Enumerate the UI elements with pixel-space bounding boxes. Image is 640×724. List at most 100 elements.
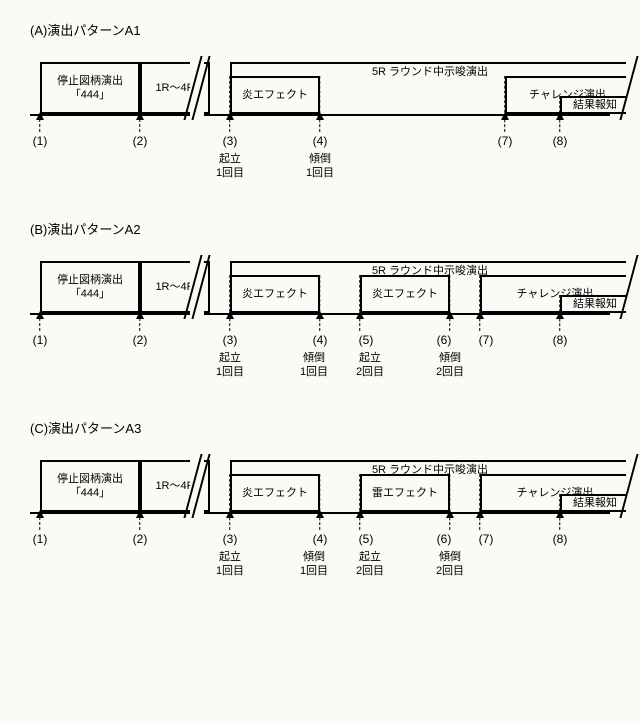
tick-arrow	[556, 311, 564, 319]
tick-arrow	[136, 112, 144, 120]
tick-dash	[229, 474, 230, 530]
tick-arrow	[226, 112, 234, 120]
tick-arrow	[446, 311, 454, 319]
tick-arrow	[36, 510, 44, 518]
tick-dash	[319, 474, 320, 530]
tick-sublabel: 起立2回目	[356, 351, 384, 380]
tick-number: (8)	[553, 532, 568, 546]
tick-number: (1)	[33, 532, 48, 546]
tick-dash	[359, 275, 360, 331]
labels-row: (1) (2) (3) 起立1回目 (4) 傾倒1回目 (5) 起立2回目 (6) 傾倒2回目 (7…	[30, 532, 610, 587]
round-header-box: 5R ラウンド中示唆演出	[230, 460, 630, 474]
tick-dash	[449, 474, 450, 530]
tick-arrow	[36, 112, 44, 120]
tick-dash	[479, 275, 480, 331]
tick-dash	[359, 474, 360, 530]
pattern: (A)演出パターンA1 5R ラウンド中示唆演出停止図柄演出「444」1R～4R炎…	[20, 20, 620, 189]
tick-dash	[229, 275, 230, 331]
labels-row: (1) (2) (3) 起立1回目 (4) 傾倒1回目 (5) 起立2回目 (6) 傾倒2回目 (7…	[30, 333, 610, 388]
axis-end-break	[626, 454, 634, 518]
axis-break	[190, 255, 204, 319]
timeline-box: 停止図柄演出「444」	[40, 62, 140, 114]
timeline-box: 結果報知	[560, 494, 630, 512]
tick-sublabel: 傾倒1回目	[300, 351, 328, 380]
round-header-box: 5R ラウンド中示唆演出	[230, 62, 630, 76]
pattern-title: (B)演出パターンA2	[30, 219, 620, 238]
tick-number: (8)	[553, 333, 568, 347]
tick-arrow	[136, 311, 144, 319]
timeline-box: 結果報知	[560, 96, 630, 114]
timeline: 5R ラウンド中示唆演出停止図柄演出「444」1R～4R炎エフェクトチャレンジ演…	[30, 44, 610, 134]
tick-dash	[319, 76, 320, 132]
tick-arrow	[136, 510, 144, 518]
tick-arrow	[556, 510, 564, 518]
tick-number: (4)	[313, 134, 328, 148]
tick-dash	[229, 76, 230, 132]
tick-dash	[319, 275, 320, 331]
tick-arrow	[316, 112, 324, 120]
pattern: (C)演出パターンA35R ラウンド中示唆演出停止図柄演出「444」1R～4R炎…	[20, 418, 620, 587]
tick-number: (6)	[437, 333, 452, 347]
pattern-title: (A)演出パターンA1	[30, 20, 620, 39]
tick-arrow	[356, 311, 364, 319]
timeline: 5R ラウンド中示唆演出停止図柄演出「444」1R～4R炎エフェクト雷エフェクト…	[30, 442, 610, 532]
tick-arrow	[316, 311, 324, 319]
tick-number: (4)	[313, 532, 328, 546]
axis-end-break	[626, 56, 634, 120]
axis-break	[190, 56, 204, 120]
tick-number: (3)	[223, 532, 238, 546]
timeline-box: 炎エフェクト	[230, 76, 320, 114]
tick-sublabel: 起立1回目	[216, 550, 244, 579]
tick-number: (2)	[133, 333, 148, 347]
tick-arrow	[476, 311, 484, 319]
timeline-box: 雷エフェクト	[360, 474, 450, 512]
tick-sublabel: 起立2回目	[356, 550, 384, 579]
tick-sublabel: 起立1回目	[216, 351, 244, 380]
tick-sublabel: 傾倒2回目	[436, 351, 464, 380]
tick-number: (7)	[479, 333, 494, 347]
tick-sublabel: 起立1回目	[216, 152, 244, 181]
tick-arrow	[316, 510, 324, 518]
tick-sublabel: 傾倒1回目	[306, 152, 334, 181]
tick-arrow	[356, 510, 364, 518]
tick-number: (4)	[313, 333, 328, 347]
tick-number: (1)	[33, 134, 48, 148]
tick-number: (7)	[498, 134, 513, 148]
timeline-box: 炎エフェクト	[230, 474, 320, 512]
tick-arrow	[226, 510, 234, 518]
tick-number: (7)	[479, 532, 494, 546]
tick-number: (8)	[553, 134, 568, 148]
timeline-box: 結果報知	[560, 295, 630, 313]
axis-end-break	[626, 255, 634, 319]
pattern: (B)演出パターンA25R ラウンド中示唆演出停止図柄演出「444」1R～4R炎…	[20, 219, 620, 388]
round-header-box: 5R ラウンド中示唆演出	[230, 261, 630, 275]
tick-dash	[479, 474, 480, 530]
tick-number: (3)	[223, 134, 238, 148]
tick-arrow	[446, 510, 454, 518]
timeline-box: 停止図柄演出「444」	[40, 460, 140, 512]
timeline: 5R ラウンド中示唆演出停止図柄演出「444」1R～4R炎エフェクト炎エフェクト…	[30, 243, 610, 333]
tick-number: (3)	[223, 333, 238, 347]
tick-number: (1)	[33, 333, 48, 347]
timeline-box: 炎エフェクト	[360, 275, 450, 313]
tick-number: (5)	[359, 333, 374, 347]
tick-number: (2)	[133, 134, 148, 148]
timeline-box: 炎エフェクト	[230, 275, 320, 313]
tick-number: (5)	[359, 532, 374, 546]
tick-arrow	[36, 311, 44, 319]
timeline-box: 停止図柄演出「444」	[40, 261, 140, 313]
tick-sublabel: 傾倒2回目	[436, 550, 464, 579]
tick-dash	[449, 275, 450, 331]
labels-row: (1) (2) (3) 起立1回目 (4) 傾倒1回目 (7) (8)	[30, 134, 610, 189]
axis-break	[190, 454, 204, 518]
tick-sublabel: 傾倒1回目	[300, 550, 328, 579]
tick-arrow	[556, 112, 564, 120]
tick-arrow	[476, 510, 484, 518]
tick-number: (6)	[437, 532, 452, 546]
tick-arrow	[226, 311, 234, 319]
tick-dash	[504, 76, 505, 132]
diagram-root: (A)演出パターンA1 5R ラウンド中示唆演出停止図柄演出「444」1R～4R炎…	[20, 20, 620, 587]
tick-number: (2)	[133, 532, 148, 546]
tick-arrow	[501, 112, 509, 120]
pattern-title: (C)演出パターンA3	[30, 418, 620, 437]
